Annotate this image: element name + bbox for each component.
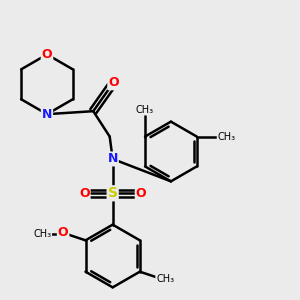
Text: O: O bbox=[79, 187, 90, 200]
Text: S: S bbox=[108, 186, 118, 200]
Text: CH₃: CH₃ bbox=[156, 274, 174, 284]
Text: CH₃: CH₃ bbox=[33, 230, 51, 239]
Text: O: O bbox=[108, 76, 119, 89]
Text: N: N bbox=[42, 108, 52, 121]
Text: N: N bbox=[107, 152, 118, 166]
Text: CH₃: CH₃ bbox=[136, 105, 154, 115]
Text: O: O bbox=[42, 48, 52, 61]
Text: O: O bbox=[136, 187, 146, 200]
Text: CH₃: CH₃ bbox=[218, 132, 236, 142]
Text: O: O bbox=[58, 226, 68, 239]
